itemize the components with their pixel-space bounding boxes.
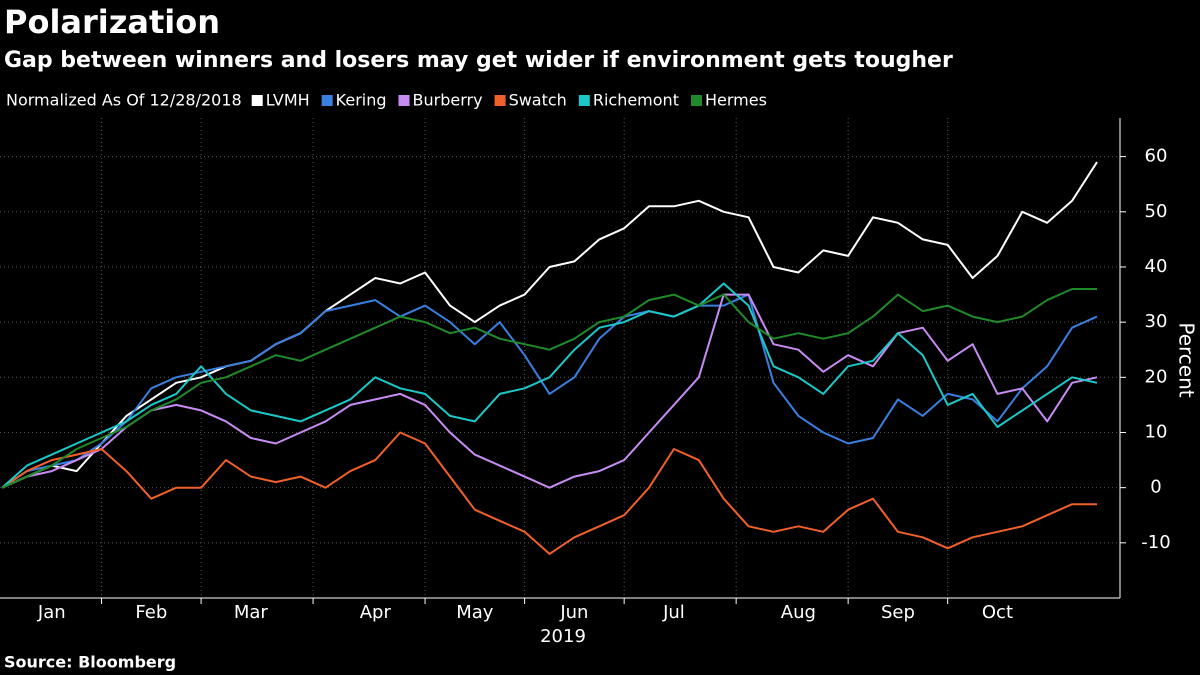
series-line xyxy=(1,282,1098,489)
legend-label: LVMH xyxy=(266,91,310,110)
legend-label: Kering xyxy=(336,91,387,110)
y-tick-label: 60 xyxy=(1145,146,1168,167)
x-tick-label: Jun xyxy=(559,602,588,623)
y-tick-label: -10 xyxy=(1141,532,1170,553)
legend-swatch xyxy=(251,95,263,106)
legend-label: Burberry xyxy=(413,91,483,110)
legend-label: Hermes xyxy=(705,91,767,110)
x-tick-label: Apr xyxy=(360,602,392,623)
x-tick-label: Aug xyxy=(781,602,816,623)
x-tick-label: Sep xyxy=(881,602,915,623)
y-axis-label: Percent xyxy=(1175,322,1199,397)
series-line xyxy=(1,293,1098,489)
series-line xyxy=(1,293,1098,489)
legend-swatch xyxy=(321,95,333,106)
chart-title: Polarization xyxy=(4,3,220,41)
legend-label: Richemont xyxy=(593,91,679,110)
legend-swatch xyxy=(690,95,702,106)
series-line xyxy=(1,431,1097,555)
y-tick-label: 50 xyxy=(1145,201,1168,222)
chart-subtitle: Gap between winners and losers may get w… xyxy=(4,48,953,73)
y-tick-label: 20 xyxy=(1145,366,1168,387)
y-tick-label: 30 xyxy=(1145,311,1168,332)
x-axis-label: 2019 xyxy=(540,626,586,647)
x-tick-label: Feb xyxy=(135,602,167,623)
y-tick-label: 0 xyxy=(1150,477,1161,498)
series-line xyxy=(1,161,1098,489)
legend-label: Swatch xyxy=(509,91,567,110)
legend-swatch xyxy=(494,95,506,106)
x-tick-label: Jul xyxy=(662,602,685,623)
legend-title: Normalized As Of 12/28/2018 xyxy=(6,91,242,110)
series-line xyxy=(1,288,1097,489)
legend-swatch xyxy=(398,95,410,106)
legend-swatch xyxy=(578,95,590,106)
x-tick-label: Mar xyxy=(234,602,269,623)
x-tick-label: May xyxy=(456,602,494,623)
y-tick-label: 40 xyxy=(1145,256,1168,277)
source: Source: Bloomberg xyxy=(4,653,176,672)
x-tick-label: Oct xyxy=(982,602,1013,623)
y-tick-label: 10 xyxy=(1145,421,1168,442)
x-tick-label: Jan xyxy=(37,602,66,623)
